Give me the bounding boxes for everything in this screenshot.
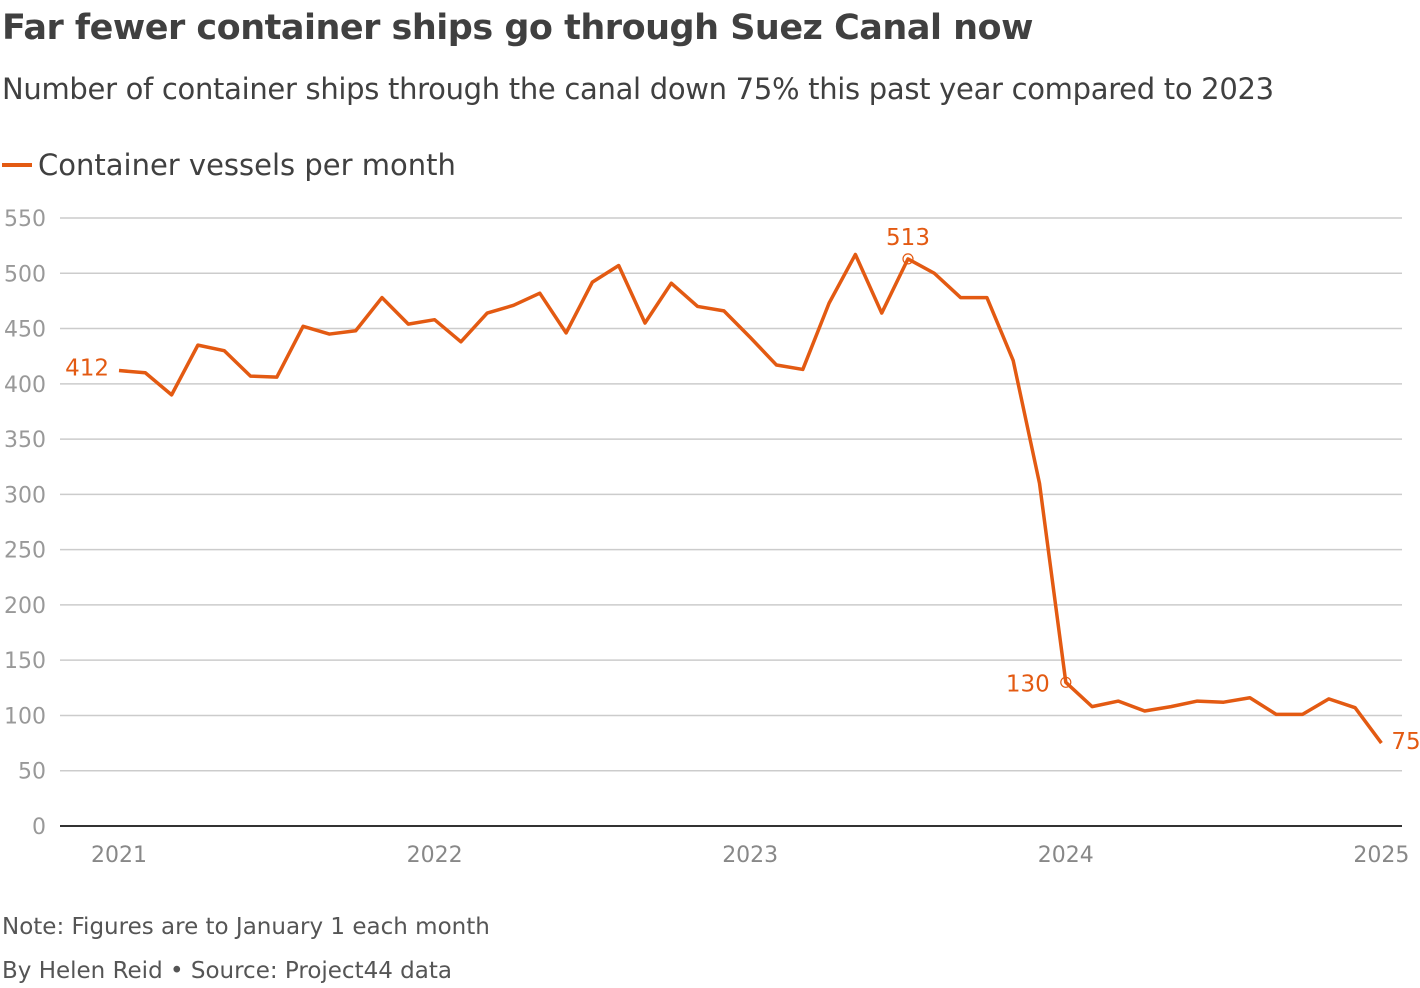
annotation-marker: [1060, 676, 1072, 688]
byline: By Helen Reid • Source: Project44 data: [2, 958, 452, 984]
y-tick-label: 100: [4, 704, 46, 729]
x-tick-label: 2022: [407, 843, 463, 868]
x-tick-label: 2024: [1038, 843, 1094, 868]
y-tick-label: 500: [4, 262, 46, 287]
x-tick-label: 2025: [1353, 843, 1409, 868]
y-tick-label: 250: [4, 539, 46, 564]
y-tick-label: 350: [4, 428, 46, 453]
legend-label: Container vessels per month: [38, 148, 456, 182]
x-tick-label: 2023: [722, 843, 778, 868]
legend: Container vessels per month: [2, 148, 456, 182]
annotation-marker: [902, 253, 914, 265]
y-tick-label: 50: [18, 760, 46, 785]
legend-swatch: [2, 163, 32, 167]
y-tick-label: 200: [4, 594, 46, 619]
chart-subtitle: Number of container ships through the ca…: [2, 72, 1274, 106]
y-tick-label: 400: [4, 373, 46, 398]
y-tick-label: 150: [4, 649, 46, 674]
x-tick-label: 2021: [91, 843, 147, 868]
chart-title: Far fewer container ships go through Sue…: [2, 8, 1033, 48]
note: Note: Figures are to January 1 each mont…: [2, 914, 490, 940]
y-tick-label: 450: [4, 318, 46, 343]
y-tick-label: 300: [4, 483, 46, 508]
y-tick-label: 0: [32, 815, 46, 840]
data-label: 513: [886, 225, 930, 251]
data-line: [118, 252, 1383, 745]
data-label: 75: [1391, 729, 1420, 755]
data-label: 412: [65, 356, 109, 382]
y-tick-label: 550: [4, 207, 46, 232]
data-label: 130: [1006, 671, 1050, 697]
